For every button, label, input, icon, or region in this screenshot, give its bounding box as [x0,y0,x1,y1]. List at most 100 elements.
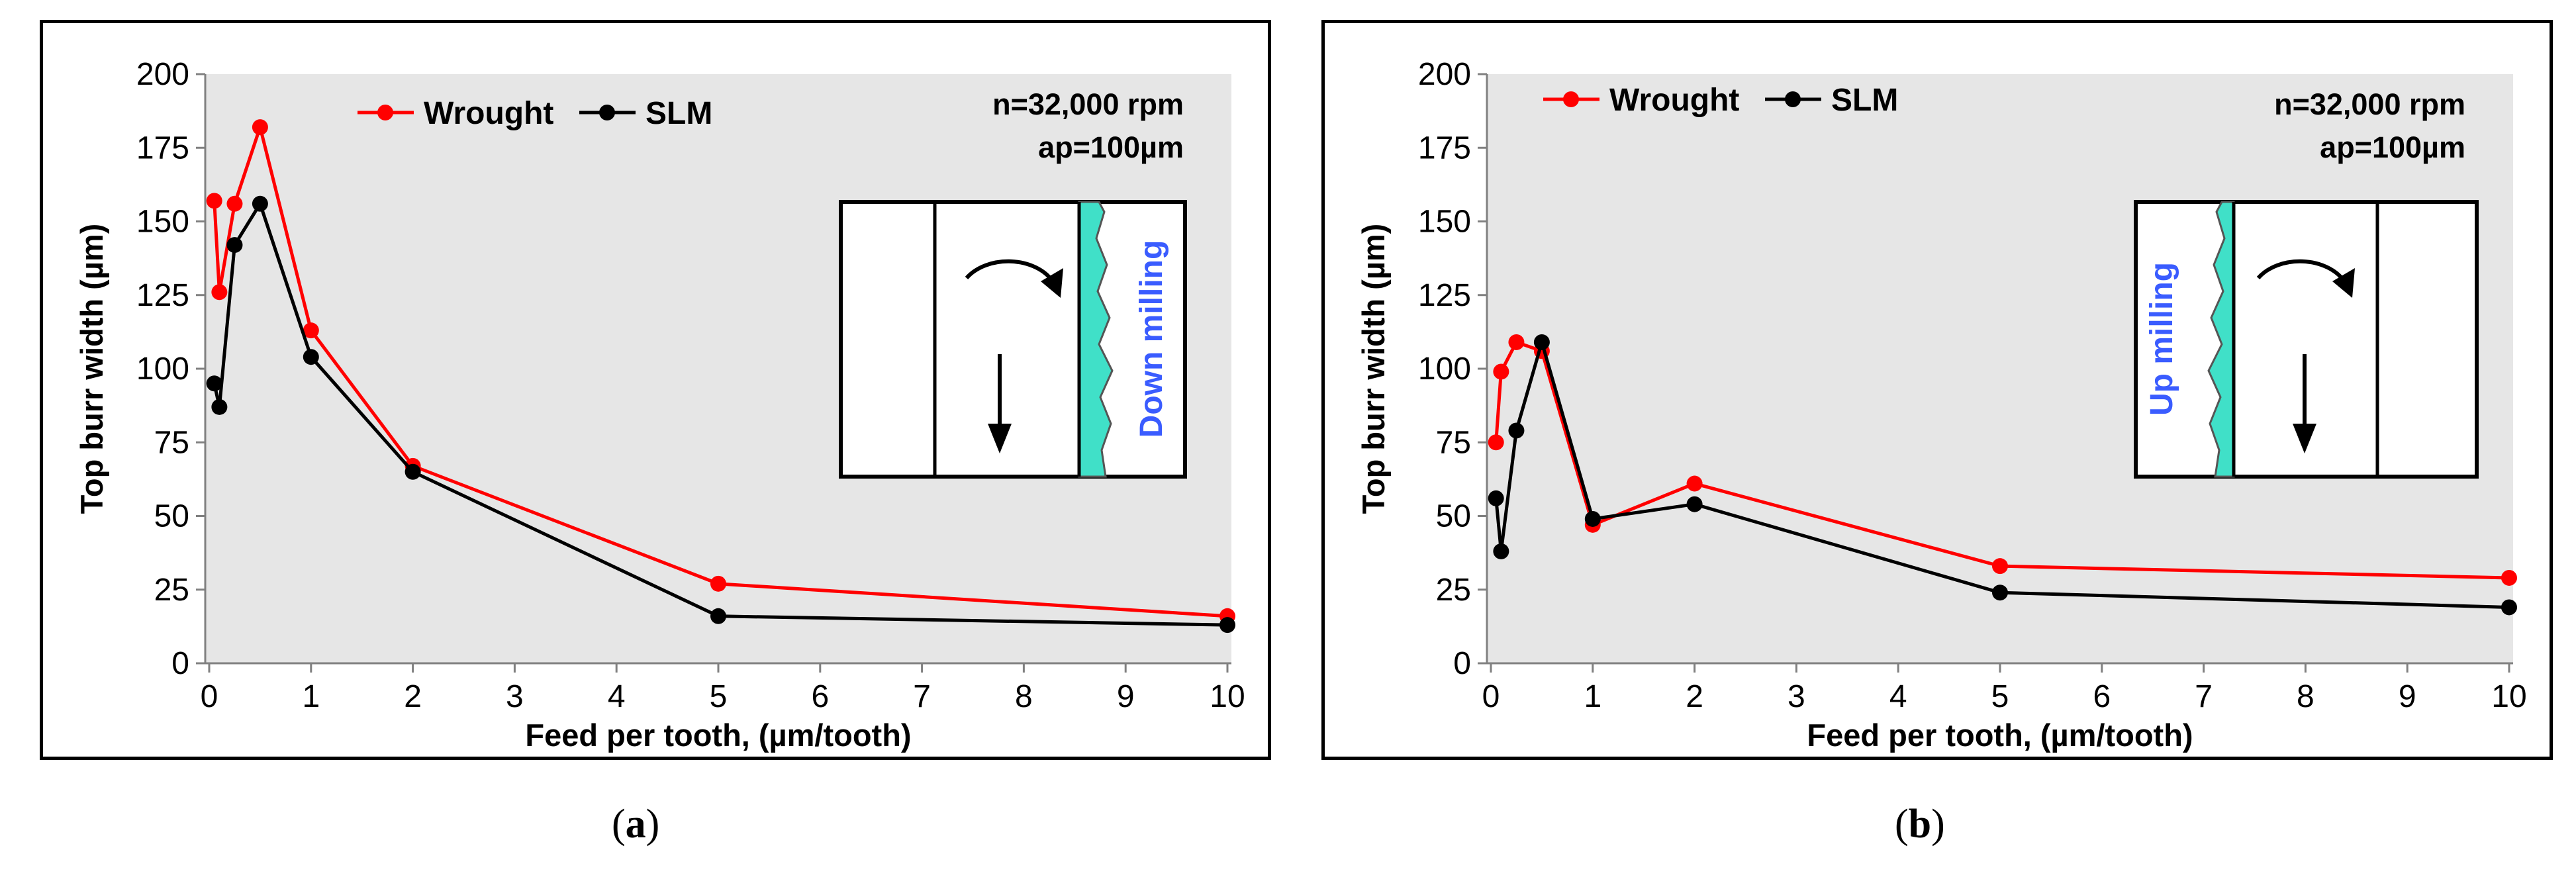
x-tick-label: 2 [1686,679,1703,714]
data-point-slm [1992,585,2008,601]
data-point-slm [303,349,319,365]
data-point-slm [206,375,222,392]
x-tick-label: 0 [1482,679,1500,714]
chart-a: 0 25 50 75 100 125 150 175 200 0 1 2 3 4 5 6 7 8 9 10 Feed p… [74,57,1245,753]
x-tick-label: 0 [201,679,218,714]
x-tick-label: 8 [1015,679,1033,714]
burr-region [1078,201,1114,478]
y-axis-title: Top burr width (µm) [74,224,109,514]
data-point-slm [1493,543,1509,559]
x-tick-label: 1 [1584,679,1601,714]
data-point-wrought [710,575,726,592]
data-point-wrought [1488,434,1504,451]
legend-label-slm: SLM [645,96,712,131]
x-tick-label: 7 [2195,679,2213,714]
caption-a: (a) [612,802,660,847]
series-line-slm [1494,336,2510,609]
data-point-slm [252,195,268,212]
data-point-wrought [252,119,268,136]
x-tick-label: 2 [404,679,422,714]
x-tick-label: 5 [1991,679,2009,714]
y-tick-label: 150 [1418,205,1471,240]
y-tick-label: 150 [136,205,189,240]
burr-region [2207,201,2235,478]
rotation-arrowhead-icon [2332,268,2355,298]
caption-a-letter: a [625,802,646,847]
data-point-slm [710,608,726,624]
legend-marker-slm [1785,91,1801,107]
x-tick-label: 3 [506,679,524,714]
x-tick-label: 1 [302,679,320,714]
x-axis-title: Feed per tooth, (µm/tooth) [1807,718,2193,753]
data-point-wrought [206,193,222,209]
x-tick-label: 10 [1210,679,1245,714]
data-point-wrought [1508,334,1525,350]
feed-arrowhead-icon [988,424,1012,453]
data-point-wrought [303,322,319,339]
data-point-wrought [1493,363,1509,380]
series-line-wrought [213,121,1228,618]
rotation-arrow-icon [2256,259,2346,283]
y-tick-label: 75 [1436,425,1471,460]
y-axis-title: Top burr width (µm) [1356,224,1391,514]
data-point-slm [405,463,421,480]
x-tick-label: 6 [2093,679,2111,714]
rotation-arrowhead-icon [1041,268,1063,298]
y-tick-label: 75 [154,425,189,460]
caption-b-letter: b [1908,802,1932,847]
x-tick-label: 4 [1889,679,1907,714]
x-axis-title: Feed per tooth, (µm/tooth) [525,718,911,753]
rotation-arrow-icon [965,259,1055,283]
legend-label-slm: SLM [1831,83,1898,118]
data-point-slm [1533,334,1550,350]
x-tick-label: 9 [2399,679,2416,714]
legend-label-wrought: Wrought [1609,83,1739,118]
y-tick-label: 125 [1418,278,1471,313]
data-point-slm [211,398,228,415]
data-point-slm [1488,490,1504,506]
y-tick-label: 50 [1436,499,1471,534]
data-point-slm [1508,422,1525,439]
x-tick-label: 3 [1788,679,1805,714]
feed-arrowhead-icon [2293,424,2316,453]
x-tick-label: 5 [710,679,728,714]
caption-b: (b) [1895,802,1945,847]
data-point-slm [1686,496,1703,512]
y-tick-label: 25 [1436,573,1471,608]
legend-marker-slm [599,105,615,120]
y-tick-label: 175 [136,130,189,165]
x-tick-label: 4 [608,679,626,714]
x-tick-label: 7 [913,679,931,714]
data-point-slm [1219,617,1235,633]
data-point-wrought [211,284,228,301]
y-tick-label: 0 [1453,646,1471,681]
legend-marker-wrought [377,105,393,120]
parameter-annotation: ap=100µm [1038,130,1184,164]
data-point-wrought [226,195,243,212]
parameter-annotation: ap=100µm [2320,130,2465,164]
x-tick-label: 10 [2491,679,2526,714]
y-tick-label: 125 [136,278,189,313]
y-tick-label: 50 [154,499,189,534]
legend-label-wrought: Wrought [424,96,553,131]
data-point-slm [226,237,243,254]
y-tick-label: 175 [1418,130,1471,165]
x-tick-label: 6 [811,679,829,714]
up-milling-diagram: Up milling [2134,200,2479,479]
data-point-wrought [1686,475,1703,492]
down-milling-diagram: Down milling [839,200,1187,479]
data-point-slm [2501,599,2517,616]
parameter-annotation: n=32,000 rpm [992,87,1184,121]
y-tick-label: 200 [1418,57,1471,92]
y-tick-label: 25 [154,573,189,608]
data-point-wrought [2501,569,2517,586]
series-line-slm [213,199,1228,627]
data-point-wrought [1992,558,2008,575]
y-tick-label: 100 [1418,351,1471,387]
y-tick-label: 100 [136,351,189,387]
x-tick-label: 9 [1117,679,1135,714]
legend-marker-wrought [1563,91,1579,107]
workpiece-box [839,200,1187,479]
x-tick-label: 8 [2297,679,2314,714]
y-tick-label: 0 [171,646,189,681]
